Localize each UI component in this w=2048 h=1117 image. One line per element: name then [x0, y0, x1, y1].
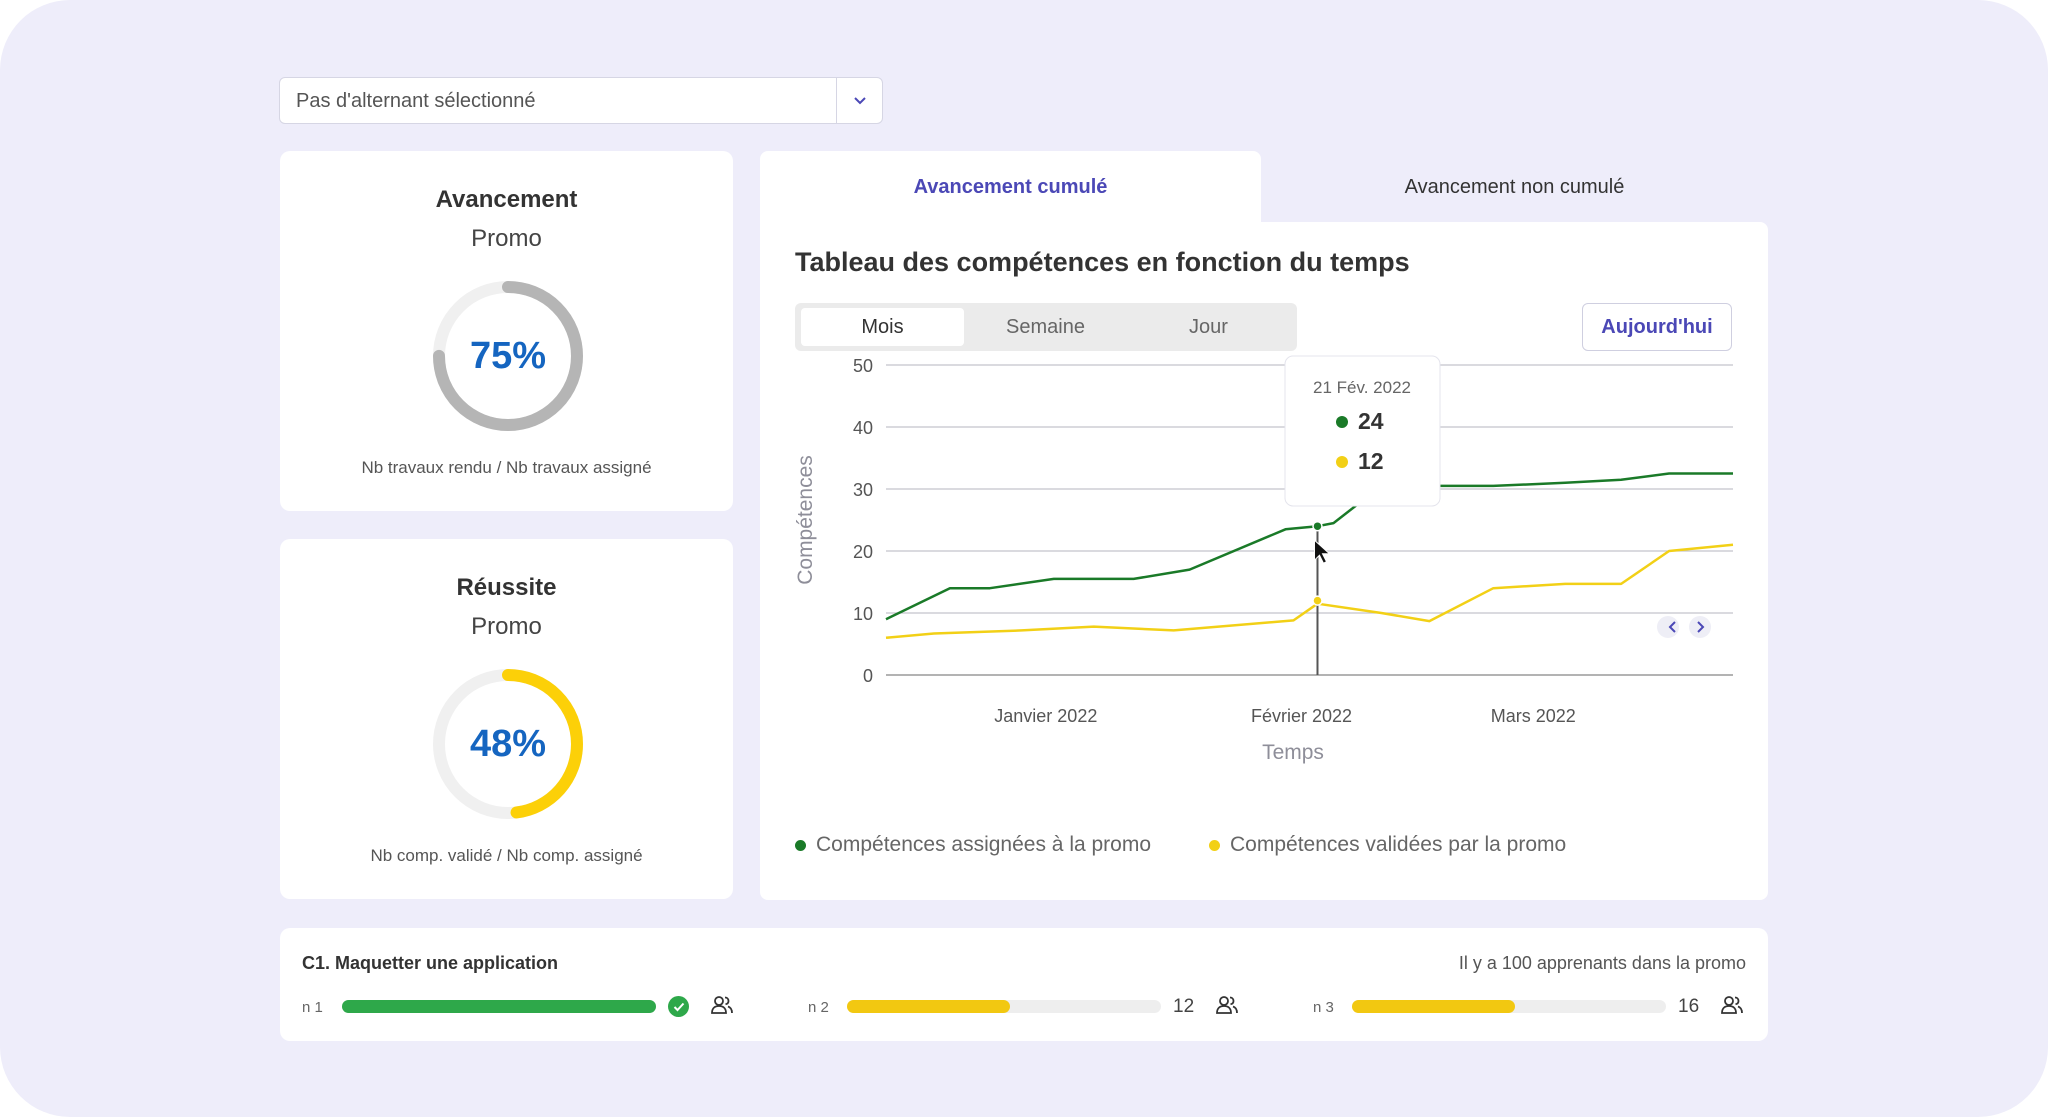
- granularity-day-label: Jour: [1189, 315, 1228, 338]
- legend-item-assigned: Compétences assignées à la promo: [795, 833, 1151, 857]
- tab-cumulative[interactable]: Avancement cumulé: [760, 151, 1261, 223]
- learners-icon[interactable]: [1215, 994, 1239, 1021]
- legend-label-assigned: Compétences assignées à la promo: [816, 833, 1152, 856]
- today-button[interactable]: Aujourd'hui: [1582, 303, 1732, 351]
- tooltip: [1284, 355, 1441, 507]
- competency-summary: Il y a 100 apprenants dans la promo: [1458, 953, 1746, 973]
- today-button-label: Aujourd'hui: [1601, 315, 1713, 338]
- success-donut: 48%: [430, 666, 586, 822]
- level-1-bar: [342, 1000, 656, 1013]
- success-card: Réussite Promo 48% Nb comp. validé / Nb …: [280, 539, 733, 899]
- progress-card-subtitle: Promo: [471, 225, 542, 252]
- level-label: n 2: [808, 999, 829, 1016]
- progress-card-title: Avancement: [435, 186, 578, 213]
- success-card-title: Réussite: [456, 574, 557, 601]
- chart-panel: Tableau des compétences en fonction du t…: [760, 222, 1768, 900]
- level-label: n 3: [1313, 999, 1334, 1016]
- chevron-left-icon-glyph: [1668, 621, 1676, 633]
- learners-icon[interactable]: [1720, 994, 1744, 1021]
- level-3-count: 16: [1678, 996, 1700, 1017]
- success-card-subtitle: Promo: [471, 613, 542, 640]
- mouse-pointer-icon: [1313, 539, 1331, 564]
- legend-label-validated: Compétences validées par la promo: [1230, 833, 1567, 856]
- y-tick-label: 40: [853, 418, 873, 438]
- progress-card-footer: Nb travaux rendu / Nb travaux assigné: [361, 458, 652, 477]
- cursor-point: [1312, 520, 1323, 532]
- level-2-bar-fill: [847, 1000, 1011, 1013]
- legend-dot-validated: [1209, 839, 1220, 851]
- tooltip-value: 12: [1358, 448, 1384, 474]
- y-tick-label: 30: [853, 480, 873, 500]
- learner-select[interactable]: Pas d'alternant sélectionné: [279, 77, 883, 124]
- tab-non-cumulative-label: Avancement non cumulé: [1404, 175, 1625, 198]
- granularity-month-label: Mois: [861, 315, 904, 338]
- legend-dot-assigned: [795, 839, 806, 851]
- tooltip-date: 21 Fév. 2022: [1313, 378, 1411, 397]
- tab-non-cumulative[interactable]: Avancement non cumulé: [1261, 151, 1768, 223]
- y-tick-label: 0: [863, 666, 873, 686]
- success-percent: 48%: [469, 722, 547, 765]
- level-label: n 1: [302, 999, 323, 1016]
- success-donut-arc: [433, 669, 583, 819]
- level-3-bar-fill: [1352, 1000, 1516, 1013]
- chevron-right-icon-bg: [1689, 616, 1711, 638]
- progress-card: Avancement Promo 75% Nb travaux rendu / …: [280, 151, 733, 511]
- y-tick-label: 20: [853, 542, 873, 562]
- learner-select-value: Pas d'alternant sélectionné: [296, 90, 536, 112]
- line-chart: 0 10 20 30 40 50 Janvier 2022 Février 2022 Mars …: [794, 355, 1734, 764]
- level-2-bar: [847, 1000, 1161, 1013]
- success-card-footer: Nb comp. validé / Nb comp. assigné: [370, 846, 643, 865]
- select-divider: [836, 78, 837, 123]
- tooltip-value: 24: [1358, 408, 1384, 434]
- y-tick-label: 50: [853, 356, 873, 376]
- y-axis-title: Compétences: [794, 455, 817, 585]
- cursor-point: [1312, 595, 1323, 606]
- granularity-week-label: Semaine: [1006, 315, 1085, 338]
- competency-panel: C1. Maquetter une application Il y a 100…: [280, 928, 1768, 1041]
- x-axis-title: Temps: [1262, 741, 1324, 764]
- tooltip-dot: [1336, 456, 1348, 468]
- competency-title: C1. Maquetter une application: [302, 953, 559, 973]
- learners-icon[interactable]: [710, 994, 734, 1021]
- chevron-right-icon-glyph: [1697, 621, 1705, 633]
- granularity-week[interactable]: Semaine: [964, 308, 1127, 346]
- y-tick-label: 10: [853, 604, 873, 624]
- series-line-1: [885, 472, 1733, 621]
- level-3-bar: [1352, 1000, 1666, 1013]
- x-tick-label: Février 2022: [1251, 706, 1352, 726]
- level-1-bar-fill: [342, 1000, 656, 1013]
- chevron-right-icon[interactable]: [1689, 616, 1711, 638]
- progress-donut: 75%: [430, 278, 586, 434]
- tooltip-dot: [1336, 416, 1348, 428]
- chart-title: Tableau des compétences en fonction du t…: [795, 247, 1410, 277]
- legend-item-validated: Compétences validées par la promo: [1209, 833, 1566, 857]
- granularity-month[interactable]: Mois: [801, 308, 964, 346]
- chevron-left-icon-bg: [1657, 616, 1679, 638]
- level-2-count: 12: [1173, 996, 1195, 1017]
- check-icon: [668, 996, 689, 1017]
- x-tick-label: Mars 2022: [1491, 706, 1576, 726]
- chevron-down-icon[interactable]: [836, 78, 883, 123]
- progress-percent: 75%: [469, 334, 547, 377]
- granularity-switch: Mois Semaine Jour: [795, 303, 1297, 351]
- series-line-2: [885, 543, 1734, 640]
- chevron-left-icon[interactable]: [1657, 616, 1679, 638]
- tab-cumulative-label: Avancement cumulé: [913, 175, 1108, 198]
- granularity-day[interactable]: Jour: [1127, 308, 1290, 346]
- x-tick-label: Janvier 2022: [994, 706, 1097, 726]
- progress-donut-arc: [433, 281, 583, 431]
